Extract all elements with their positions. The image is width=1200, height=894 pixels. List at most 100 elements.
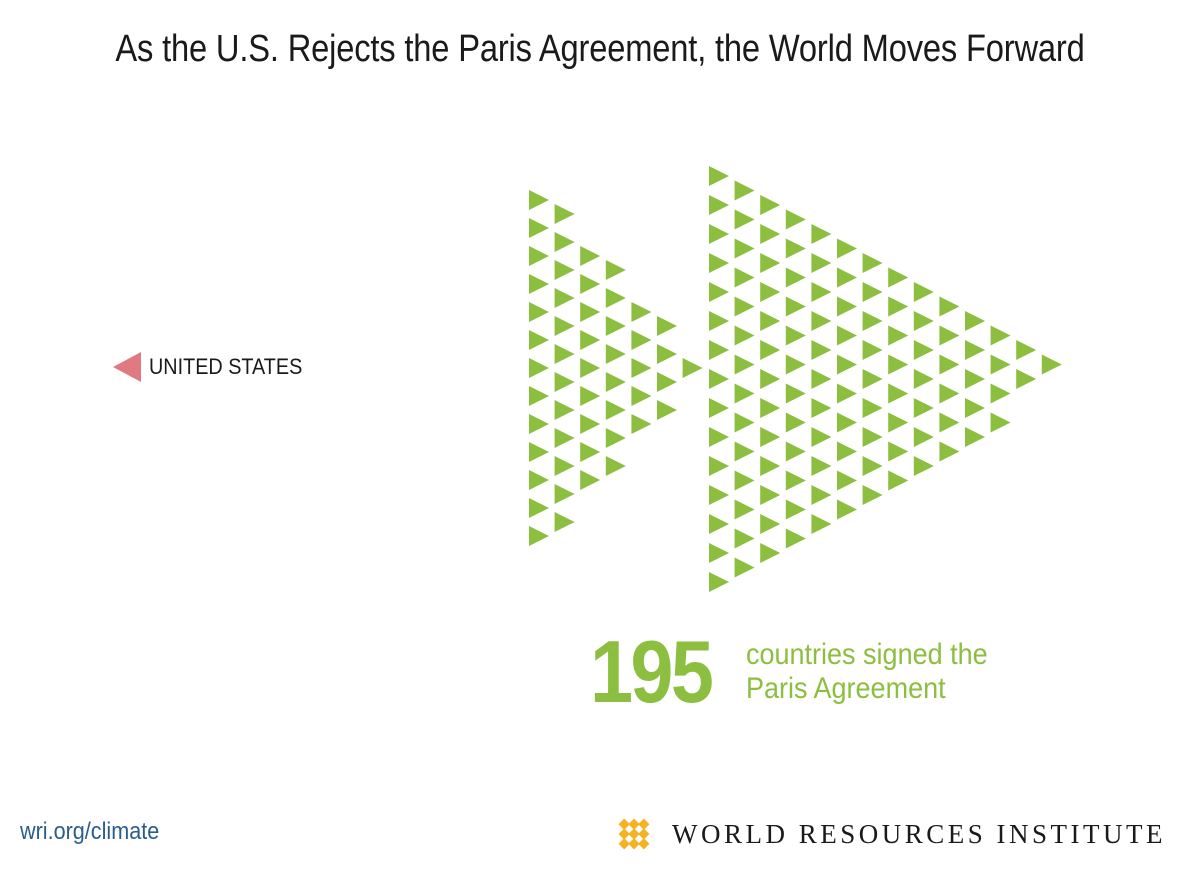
country-triangle <box>811 427 832 447</box>
country-triangle <box>605 372 626 392</box>
signatory-stat: 195 countries signed the Paris Agreement <box>590 628 1014 716</box>
left-triangle-icon <box>113 352 141 382</box>
country-triangle <box>580 246 601 266</box>
country-triangle <box>734 412 755 433</box>
country-triangle <box>554 204 575 224</box>
stat-caption-line1: countries signed the <box>745 638 988 671</box>
country-triangle <box>734 354 755 375</box>
logo-lattice-cell <box>618 818 630 830</box>
country-triangle <box>580 358 601 378</box>
country-triangle <box>631 386 652 406</box>
country-triangle <box>657 400 677 420</box>
country-triangle <box>913 340 934 360</box>
wri-logo-icon <box>618 818 650 850</box>
country-triangle <box>529 498 549 518</box>
country-triangle <box>734 499 755 520</box>
country-triangle <box>837 325 857 346</box>
country-triangle <box>554 400 575 420</box>
country-triangle <box>1016 340 1037 360</box>
country-triangle <box>709 543 729 563</box>
country-triangle <box>862 311 883 331</box>
country-triangle <box>709 166 729 186</box>
country-triangle <box>554 456 575 476</box>
country-triangle <box>862 427 883 447</box>
logo-lattice-cell <box>638 838 650 850</box>
country-triangle <box>837 383 857 404</box>
country-triangle <box>913 369 934 389</box>
country-triangle <box>631 330 652 350</box>
country-triangle <box>709 485 729 505</box>
country-triangle <box>990 383 1011 404</box>
country-triangle <box>709 340 729 360</box>
country-triangle <box>862 485 883 505</box>
logo-lattice-cell <box>628 828 640 840</box>
country-triangle <box>734 296 755 317</box>
country-triangle <box>837 441 857 462</box>
country-triangle <box>760 456 781 476</box>
country-triangle <box>734 470 755 491</box>
country-triangle <box>811 340 832 360</box>
country-triangle <box>811 224 832 244</box>
country-triangle <box>682 358 703 378</box>
country-triangle <box>811 282 832 302</box>
country-triangle <box>785 412 806 433</box>
logo-lattice-cell <box>638 828 650 840</box>
country-triangle <box>709 369 729 389</box>
country-triangle <box>580 330 601 350</box>
country-triangle <box>760 485 781 505</box>
country-triangle <box>734 209 755 230</box>
country-triangle <box>913 456 934 476</box>
country-triangle <box>631 358 652 378</box>
country-triangle <box>990 325 1011 346</box>
country-triangle <box>734 325 755 346</box>
country-triangle <box>709 282 729 302</box>
country-triangle <box>837 499 857 520</box>
country-triangle <box>734 180 755 201</box>
country-triangle <box>888 325 909 346</box>
country-triangle <box>939 383 960 404</box>
page-title: As the U.S. Rejects the Paris Agreement,… <box>115 28 1085 70</box>
country-triangle <box>811 514 832 534</box>
country-triangle <box>760 514 781 534</box>
country-triangle <box>837 412 857 433</box>
wri-logo: WORLD RESOURCES INSTITUTE <box>608 808 1166 860</box>
country-triangle <box>939 296 960 317</box>
country-triangle <box>734 383 755 404</box>
stat-caption: countries signed the Paris Agreement <box>746 638 988 706</box>
country-triangle <box>811 485 832 505</box>
country-triangle <box>709 427 729 447</box>
country-triangle <box>734 557 755 578</box>
country-triangle <box>631 302 652 322</box>
country-triangle <box>785 383 806 404</box>
country-triangle <box>760 543 781 563</box>
country-triangle <box>785 325 806 346</box>
country-triangle <box>529 274 549 294</box>
footer-url-link[interactable]: wri.org/climate <box>20 818 160 845</box>
country-triangle <box>811 253 832 273</box>
country-triangle <box>554 484 575 504</box>
country-triangle <box>888 470 909 491</box>
country-triangle <box>965 340 985 360</box>
country-triangle <box>760 195 781 215</box>
country-triangle <box>529 190 549 210</box>
country-triangle <box>554 316 575 336</box>
country-triangle <box>811 311 832 331</box>
country-triangle <box>785 296 806 317</box>
country-triangle <box>580 414 601 434</box>
country-triangle <box>529 358 549 378</box>
stat-number: 195 <box>590 622 714 721</box>
country-triangle <box>605 316 626 336</box>
country-triangle <box>657 316 677 336</box>
country-triangle <box>811 369 832 389</box>
country-triangle <box>709 253 729 273</box>
country-triangle <box>888 412 909 433</box>
country-triangle <box>862 340 883 360</box>
country-triangle <box>580 470 601 490</box>
country-triangle <box>990 412 1011 433</box>
country-triangle <box>965 398 985 418</box>
country-triangle <box>760 282 781 302</box>
country-triangle <box>785 267 806 288</box>
country-triangle <box>913 398 934 418</box>
country-triangle <box>605 260 626 280</box>
country-triangle <box>785 209 806 230</box>
